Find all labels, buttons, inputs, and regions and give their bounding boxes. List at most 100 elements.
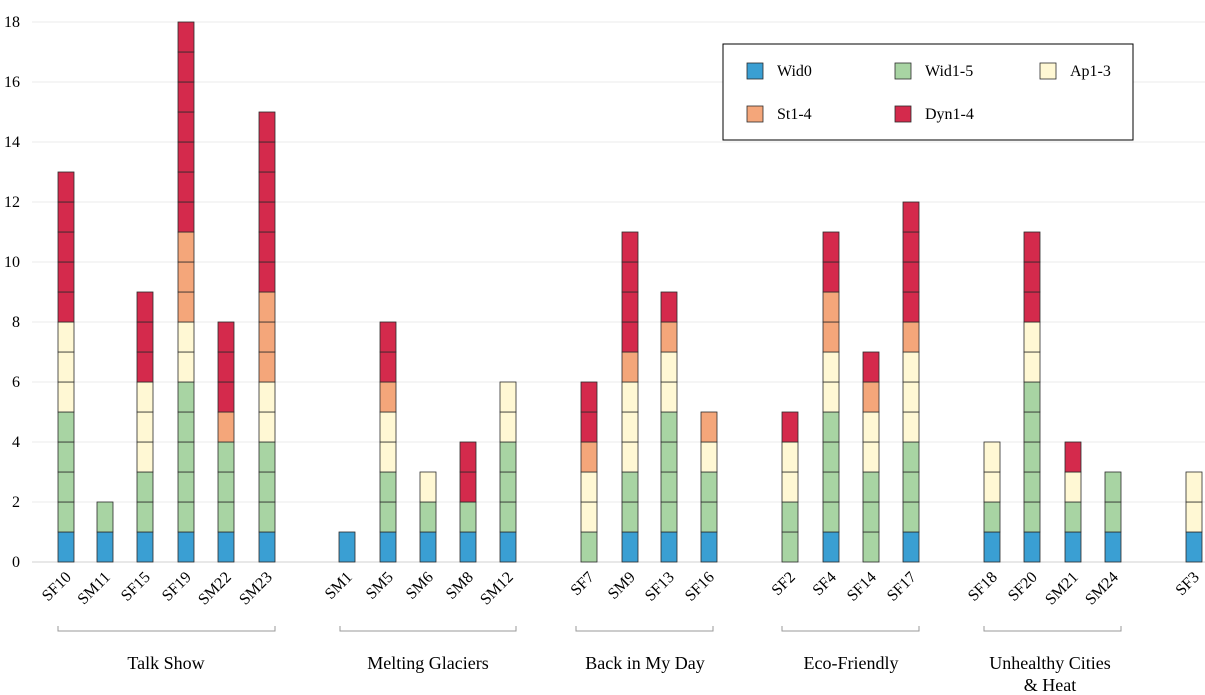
bar-segment-wid1-5 xyxy=(217,501,235,533)
bar-segment-wid1-5 xyxy=(1023,441,1041,473)
bar-segment-ap1-3 xyxy=(136,381,154,413)
bar-segment-wid1-5 xyxy=(660,471,678,503)
bar-segment-wid0 xyxy=(1064,531,1082,563)
bar-segment-dyn1-4 xyxy=(217,321,235,353)
bar-segment-st1-4 xyxy=(822,291,840,323)
bar-segment-ap1-3 xyxy=(621,411,639,443)
bar-segment-ap1-3 xyxy=(136,411,154,443)
bar-segment-wid1-5 xyxy=(621,471,639,503)
x-tick-label: SM12 xyxy=(477,569,517,609)
bar-segment-wid0 xyxy=(1104,531,1122,563)
bar-segment-dyn1-4 xyxy=(902,201,920,233)
bar-segment-wid1-5 xyxy=(136,501,154,533)
y-tick-label: 12 xyxy=(4,194,20,211)
bar-segment-wid1-5 xyxy=(57,501,75,533)
bar-segment-ap1-3 xyxy=(1185,471,1203,503)
group-bracket xyxy=(57,626,276,632)
x-tick-label: SF19 xyxy=(159,569,195,605)
bar-segment-wid1-5 xyxy=(217,471,235,503)
bar-segment-ap1-3 xyxy=(621,381,639,413)
bar-segment-wid1-5 xyxy=(217,441,235,473)
y-tick-label: 18 xyxy=(4,14,20,31)
bar-segment-ap1-3 xyxy=(660,351,678,383)
bar-segment-ap1-3 xyxy=(660,381,678,413)
x-tick-label: SF13 xyxy=(642,569,678,605)
x-tick-label: SM23 xyxy=(236,569,276,609)
bar-segment-wid0 xyxy=(902,531,920,563)
bar-segment-wid1-5 xyxy=(862,531,880,563)
bar-segment-wid1-5 xyxy=(822,411,840,443)
group-label: Melting Glaciers xyxy=(367,653,488,673)
bar-segment-st1-4 xyxy=(177,291,195,323)
bar-segment-dyn1-4 xyxy=(177,171,195,203)
bar-segment-wid0 xyxy=(258,531,276,563)
bar-segment-ap1-3 xyxy=(983,441,1001,473)
bar-segment-ap1-3 xyxy=(781,441,799,473)
bar-segment-wid0 xyxy=(96,531,114,563)
bar-segment-ap1-3 xyxy=(983,471,1001,503)
bar-segment-ap1-3 xyxy=(499,381,517,413)
bar-segment-ap1-3 xyxy=(862,411,880,443)
bar-segment-dyn1-4 xyxy=(57,201,75,233)
bar-segment-wid1-5 xyxy=(459,501,477,533)
group-label-line: Talk Show xyxy=(127,653,204,673)
bar-segment-wid1-5 xyxy=(57,441,75,473)
x-tick-label: SM5 xyxy=(363,569,397,603)
bar-segment-wid1-5 xyxy=(379,501,397,533)
legend: Wid0 Wid1-5 Ap1-3 St1-4 Dyn1-4 xyxy=(722,43,1134,141)
y-axis-ticks: 0 2 4 6 8 10 12 14 16 18 xyxy=(4,14,20,571)
bar-segment-wid1-5 xyxy=(1104,501,1122,533)
bar-segment-dyn1-4 xyxy=(902,291,920,323)
x-tick-label: SF4 xyxy=(810,569,840,599)
bar-segment-wid1-5 xyxy=(136,471,154,503)
bar-segment-wid1-5 xyxy=(57,411,75,443)
bar-segment-wid1-5 xyxy=(1104,471,1122,503)
bar-segment-st1-4 xyxy=(862,381,880,413)
bar-segment-dyn1-4 xyxy=(459,471,477,503)
bar-segment-st1-4 xyxy=(217,411,235,443)
bar-segment-ap1-3 xyxy=(822,381,840,413)
bar-segment-dyn1-4 xyxy=(258,261,276,293)
bar-segment-wid1-5 xyxy=(660,441,678,473)
bar-segment-ap1-3 xyxy=(177,351,195,383)
bar-segment-dyn1-4 xyxy=(258,171,276,203)
bar-segment-dyn1-4 xyxy=(781,411,799,443)
bar-segment-dyn1-4 xyxy=(1023,261,1041,293)
bar-segment-wid1-5 xyxy=(822,441,840,473)
x-tick-label: SF20 xyxy=(1005,569,1041,605)
bar-segment-wid1-5 xyxy=(781,531,799,563)
bar-segment-ap1-3 xyxy=(1064,471,1082,503)
bar-segment-wid1-5 xyxy=(621,501,639,533)
bar-segment-wid0 xyxy=(419,531,437,563)
bar-segment-ap1-3 xyxy=(781,471,799,503)
x-axis-ticks: SF10 SM11 SF15 SF19 SM22 SM23 SM1 SM5 SM6 SM8 SM12… xyxy=(39,569,1203,609)
bar-segment-dyn1-4 xyxy=(580,381,598,413)
bar-segment-dyn1-4 xyxy=(1023,291,1041,323)
bar-segment-dyn1-4 xyxy=(136,321,154,353)
bar-segment-ap1-3 xyxy=(57,381,75,413)
bar-segment-ap1-3 xyxy=(902,351,920,383)
legend-swatch-wid0 xyxy=(746,62,764,80)
x-tick-label: SM21 xyxy=(1042,569,1082,609)
bar-segment-dyn1-4 xyxy=(258,201,276,233)
bar-segment-wid1-5 xyxy=(1064,501,1082,533)
bar-segment-wid1-5 xyxy=(781,501,799,533)
group-label-line: Unhealthy Cities xyxy=(989,653,1110,673)
x-tick-label: SF16 xyxy=(682,569,718,605)
y-tick-label: 8 xyxy=(12,314,20,331)
x-tick-label: SF14 xyxy=(844,569,880,605)
bar-segment-ap1-3 xyxy=(379,411,397,443)
bar-segment-wid1-5 xyxy=(902,471,920,503)
bar-segment-wid1-5 xyxy=(1023,471,1041,503)
bar-segment-wid0 xyxy=(822,531,840,563)
bar-segment-ap1-3 xyxy=(700,441,718,473)
bar-segment-wid1-5 xyxy=(1023,381,1041,413)
bar-segment-wid1-5 xyxy=(499,501,517,533)
bar-segment-ap1-3 xyxy=(258,381,276,413)
bar-segment-ap1-3 xyxy=(379,441,397,473)
group-label-line: Melting Glaciers xyxy=(367,653,488,673)
legend-swatch-wid1-5 xyxy=(894,62,912,80)
bar-segment-dyn1-4 xyxy=(57,171,75,203)
bar-segment-ap1-3 xyxy=(419,471,437,503)
